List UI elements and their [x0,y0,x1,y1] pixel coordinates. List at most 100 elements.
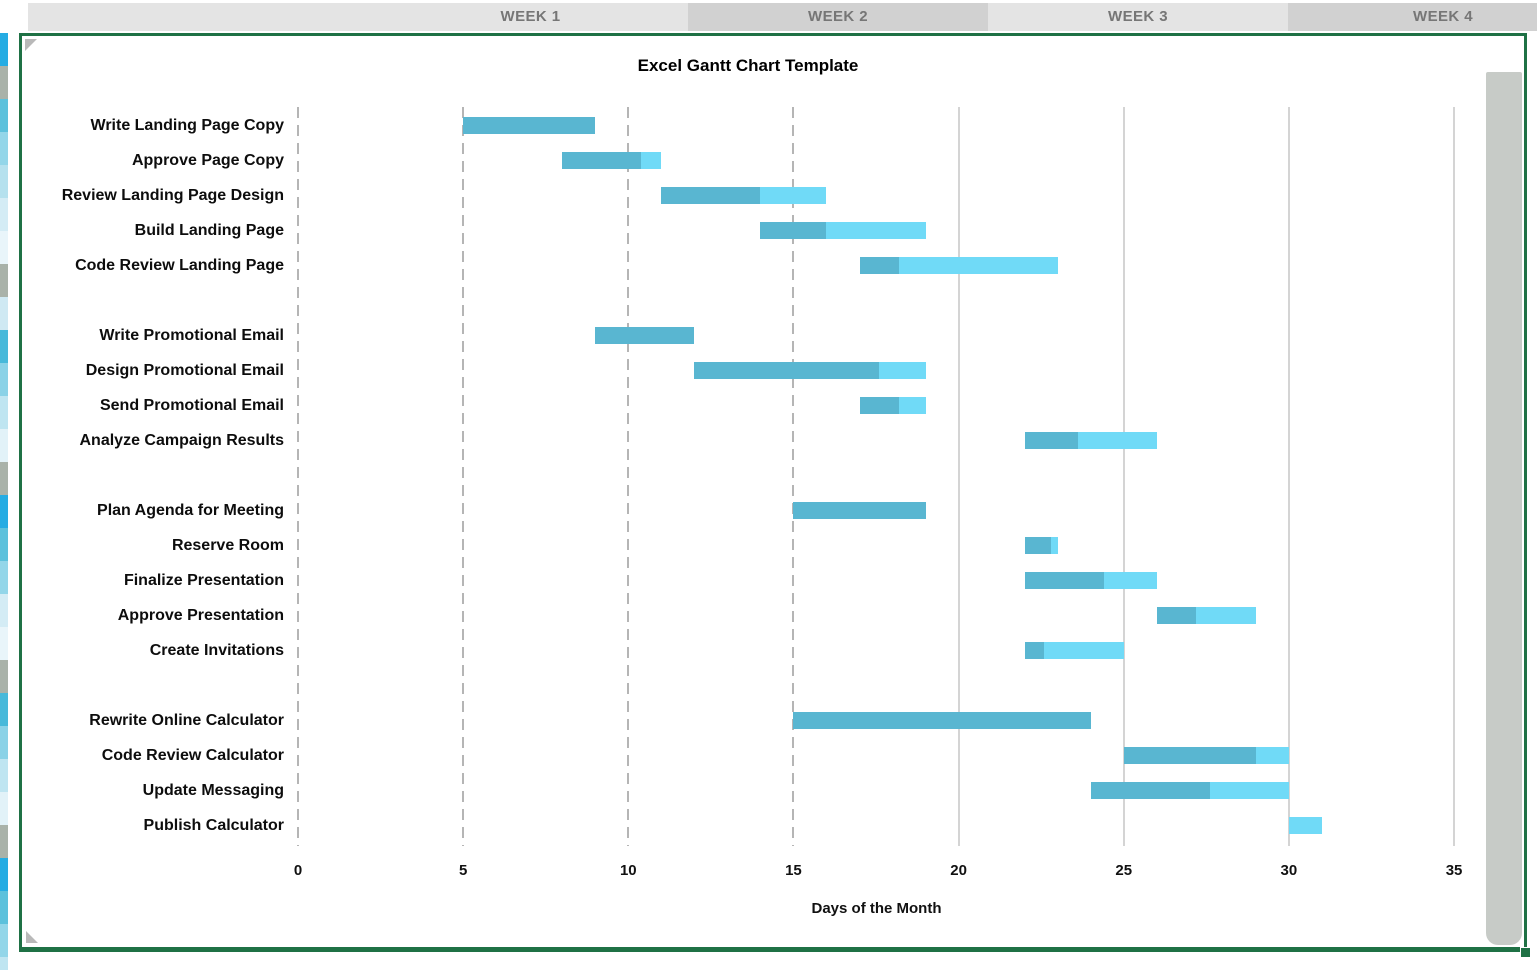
vertical-scrollbar[interactable] [1486,72,1522,945]
chart-title[interactable]: Excel Gantt Chart Template [637,56,859,75]
sheet-cell-edge [0,693,8,726]
gantt-bar[interactable] [1156,607,1256,624]
gantt-bar-complete-segment [1024,642,1045,659]
gridline [1453,107,1456,846]
gantt-bar[interactable] [595,327,695,344]
sheet-cell-edge [0,957,8,970]
gantt-bar[interactable] [859,397,926,414]
gantt-bar[interactable] [1024,432,1157,449]
gantt-bar[interactable] [661,187,827,204]
gantt-bar-complete-segment [793,502,926,519]
gantt-bar[interactable] [793,502,926,519]
task-label: Write Promotional Email [99,327,284,344]
sheet-cell-edge [0,99,8,132]
task-label: Build Landing Page [134,222,284,239]
gantt-bar[interactable] [793,712,1091,729]
sheet-cell-edge [0,297,8,330]
sheet-cell-edge [0,924,8,957]
gantt-bar[interactable] [463,117,596,134]
gantt-bar-complete-segment [1024,537,1052,554]
sheet-cell-edge [0,759,8,792]
sheet-cell-edge [0,462,8,495]
task-label: Approve Page Copy [131,152,284,169]
task-label: Design Promotional Email [85,362,284,379]
sheet-cell-edge [0,858,8,891]
row-color-stripe[interactable] [0,33,8,970]
x-tick-label: 5 [458,862,468,879]
gantt-bar-complete-segment [859,257,900,274]
x-axis-title: Days of the Month [811,900,942,917]
gantt-bar[interactable] [1024,537,1058,554]
task-label: Reserve Room [171,537,284,554]
column-header-week2[interactable]: WEEK 2 [688,3,988,31]
gridline [957,107,960,846]
sheet-cell-edge [0,363,8,396]
task-label: Finalize Presentation [123,572,284,589]
chart-corner-mark [25,39,37,51]
column-header-lead-cell[interactable] [28,3,373,31]
gantt-bar[interactable] [1024,642,1124,659]
gantt-bar[interactable] [694,362,926,379]
sheet-cell-edge [0,264,8,297]
task-label: Code Review Calculator [101,747,284,764]
gantt-bar[interactable] [1123,747,1289,764]
column-header-row: WEEK 1 WEEK 2 WEEK 3 WEEK 4 [28,3,1537,31]
task-label: Code Review Landing Page [75,257,284,274]
gantt-bar-complete-segment [793,712,1091,729]
x-tick-label: 35 [1445,862,1463,879]
column-header-week1[interactable]: WEEK 1 [373,3,688,31]
x-tick-label: 20 [950,862,967,879]
sheet-cell-edge [0,198,8,231]
chart-corner-mark [26,931,38,943]
gantt-bar-complete-segment [463,117,596,134]
sheet-cell-edge [0,330,8,363]
sheet-cell-edge [0,627,8,660]
selection-fill-handle[interactable] [1520,947,1531,958]
task-label: Update Messaging [142,782,284,799]
gridline [1287,107,1290,846]
gantt-bar[interactable] [1024,572,1157,589]
gantt-bar-complete-segment [1090,782,1210,799]
x-tick-label: 15 [785,862,802,879]
gantt-bar-complete-segment [595,327,695,344]
sheet-cell-edge [0,726,8,759]
gantt-bar-complete-segment [1024,572,1104,589]
x-tick-label: 0 [293,862,303,879]
task-label: Plan Agenda for Meeting [97,502,284,519]
task-label: Create Invitations [149,642,284,659]
gantt-bar-complete-segment [562,152,642,169]
sheet-cell-edge [0,495,8,528]
gantt-bar[interactable] [859,257,1058,274]
gantt-bar[interactable] [562,152,662,169]
gantt-bar-complete-segment [760,222,827,239]
gantt-bar[interactable] [760,222,926,239]
sheet-cell-edge [0,429,8,462]
gridline [627,107,630,846]
task-label: Approve Presentation [117,607,284,624]
sheet-cell-edge [0,660,8,693]
sheet-cell-edge [0,66,8,99]
task-label: Send Promotional Email [99,397,284,414]
sheet-cell-edge [0,33,8,66]
gantt-bar-complete-segment [1156,607,1197,624]
task-label: Review Landing Page Design [61,187,284,204]
sheet-cell-edge [0,792,8,825]
sheet-cell-edge [0,132,8,165]
task-label: Analyze Campaign Results [79,432,285,449]
task-label: Write Landing Page Copy [90,117,285,134]
task-label: Publish Calculator [143,817,284,834]
gantt-bar[interactable] [1288,817,1322,834]
x-tick-label: 25 [1115,862,1133,879]
gantt-bar[interactable] [1090,782,1289,799]
sheet-cell-edge [0,825,8,858]
gantt-bar-complete-segment [859,397,900,414]
sheet-cell-edge [0,594,8,627]
sheet-cell-edge [0,396,8,429]
sheet-cell-edge [0,165,8,198]
sheet-cell-edge [0,231,8,264]
column-header-week3[interactable]: WEEK 3 [988,3,1288,31]
x-tick-label: 30 [1280,862,1298,879]
column-header-week4[interactable]: WEEK 4 [1288,3,1537,31]
